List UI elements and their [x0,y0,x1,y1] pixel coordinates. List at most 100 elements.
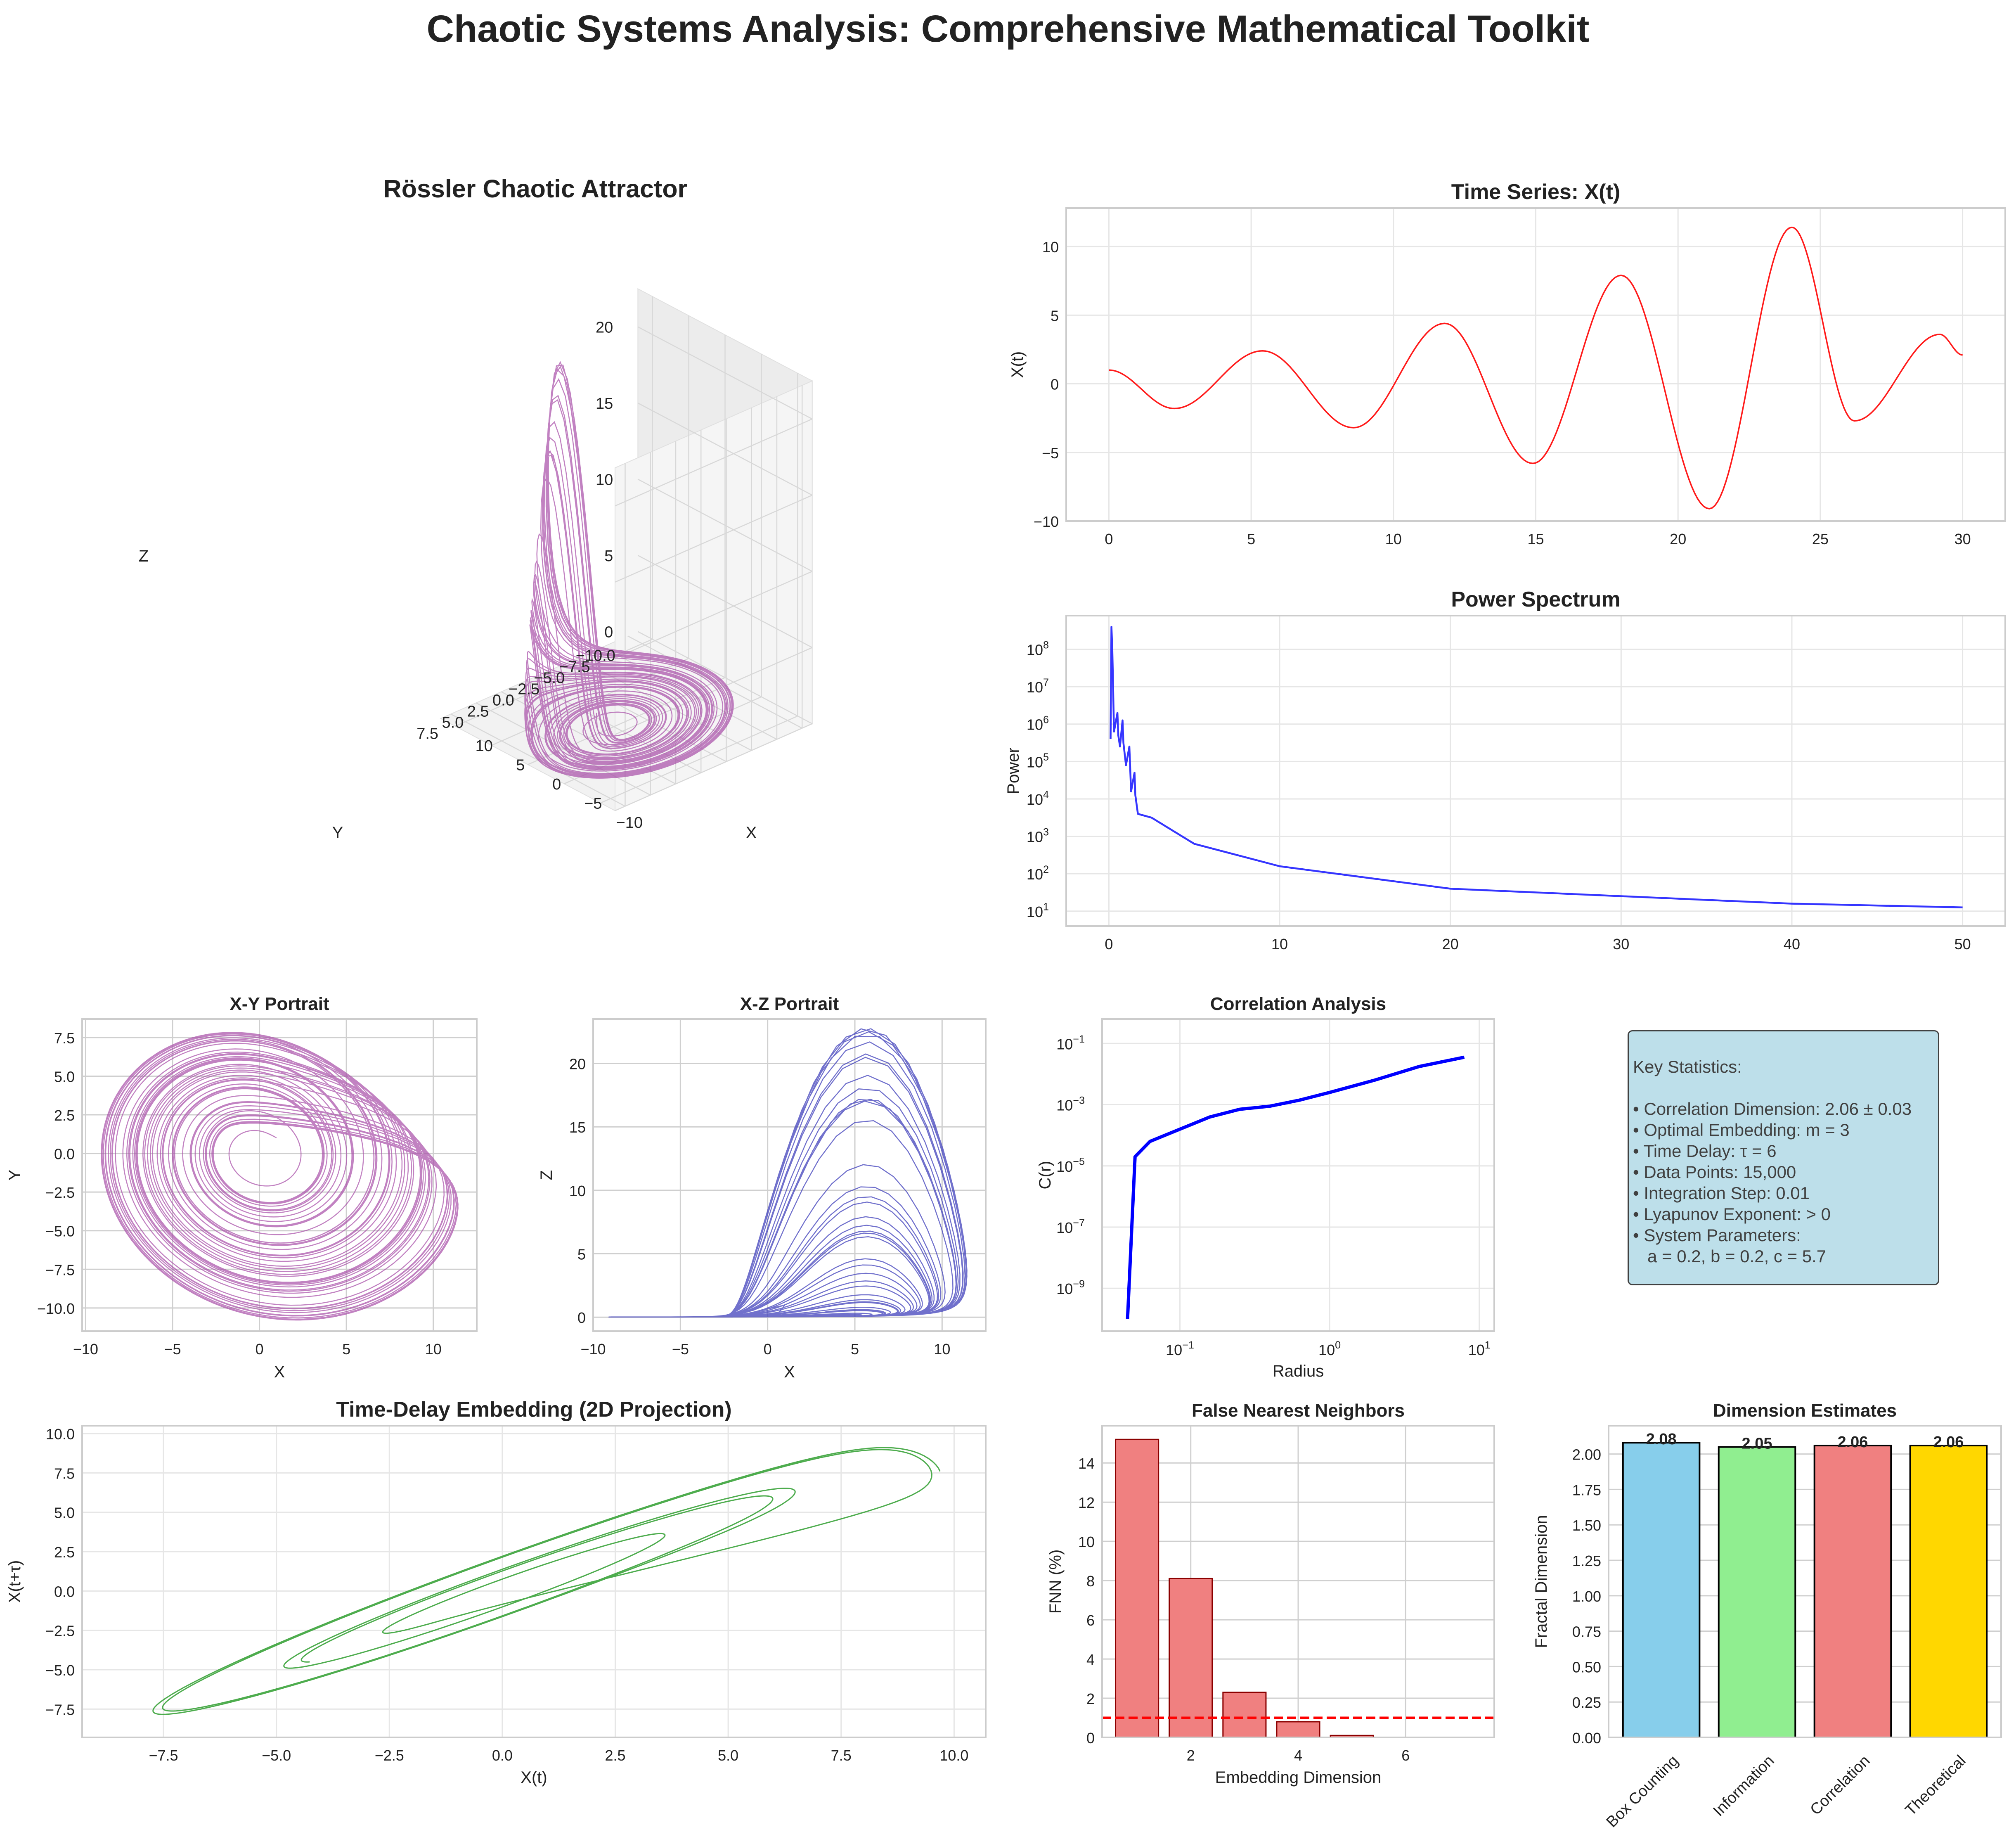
grid3d-z [615,571,813,659]
timeseries-line [1109,226,1963,510]
x-tick-label: 7.5 [831,1747,852,1764]
axes-frame [1065,207,2006,522]
y-tick-label: 2 [1086,1690,1095,1707]
x-tick-label: 2 [1187,1747,1195,1764]
y-tick-label: 102 [1027,864,1049,883]
y-tick-label: 5.0 [54,1505,75,1521]
y-tick-label: 1.50 [1572,1517,1601,1534]
y-axis-label: Power [1004,747,1022,794]
stats-line: • Integration Step: 0.01 [1633,1183,1810,1203]
y-tick-label: 15 [569,1119,586,1136]
axes-frame [81,1018,478,1332]
y-tick-label: 10−7 [1056,1217,1085,1236]
y-tick-label: −7.5 [559,658,590,675]
y-axis-label: X(t+τ) [6,1560,24,1603]
chart-title: False Nearest Neighbors [1192,1401,1405,1421]
y-tick-label: 0.75 [1572,1623,1601,1640]
y-tick-label: 0.0 [54,1583,75,1600]
y-tick-label: 2.00 [1572,1446,1601,1463]
bar-value-label: 2.06 [1933,1434,1964,1451]
chart-title: Time-Delay Embedding (2D Projection) [336,1398,731,1422]
y-tick-label: 5 [1051,307,1059,324]
y-tick-label: 0.0 [54,1146,75,1163]
y-axis-label: Fractal Dimension [1532,1515,1550,1648]
x-tick-label: 0 [552,776,561,793]
x-tick-label: 20 [1670,531,1686,547]
chart-title: Time Series: X(t) [1451,180,1620,204]
x-tick-label: −5 [164,1341,181,1358]
x-tick-label: 0 [764,1341,772,1358]
fnn-bar [1276,1721,1320,1738]
y-tick-label: −10 [1034,513,1059,530]
grid3d-z [637,479,813,572]
x-tick-label: 5 [516,756,525,774]
x-tick-label: −10 [580,1341,606,1358]
y-tick-label: 14 [1078,1455,1095,1472]
y-tick-label: 5.0 [54,1068,75,1085]
y-tick-label: 10 [1042,239,1059,256]
fnn-bar [1169,1578,1213,1738]
x-tick-label: 5.0 [718,1747,738,1764]
y-tick-label: 6 [1086,1612,1095,1629]
x-tick-label: 4 [1294,1747,1302,1764]
y-tick-label: −7.5 [45,1261,75,1278]
y-tick-label: 10 [1078,1533,1095,1550]
chart-title: X-Y Portrait [230,994,329,1014]
x-tick-label: 0.0 [492,1747,513,1764]
y-tick-label: 8 [1086,1573,1095,1590]
x-tick-label: 100 [1318,1339,1341,1358]
y-axis-label: C(r) [1036,1161,1054,1190]
stats-line: • System Parameters: [1633,1225,1801,1245]
x-tick-label: 6 [1401,1747,1410,1764]
x-tick-label: 30 [1613,936,1629,953]
y-axis-label: Y [6,1170,24,1181]
z-tick-label: 15 [596,395,613,412]
y-tick-label: 2.5 [467,703,489,720]
stats-line: • Correlation Dimension: 2.06 ± 0.03 [1633,1099,1912,1119]
plot-area [1102,1019,1494,1331]
x-tick-label: 25 [1812,531,1829,547]
fnn-bar [1222,1692,1267,1738]
xy-portrait-curve [101,1032,459,1321]
plot-area [1066,616,2005,926]
grid3d-x [455,639,653,727]
x-tick-label: 0 [256,1341,264,1358]
y-tick-label: 0.25 [1572,1694,1601,1711]
y-tick-label: 5 [577,1246,586,1263]
z-tick-label: 5 [604,547,613,565]
y-tick-label: −5.0 [534,669,565,687]
y-tick-label: 101 [1027,901,1049,920]
y-axis-label: Z [537,1170,556,1180]
y-tick-label: 10−1 [1056,1033,1085,1052]
x-tick-label: 5 [342,1341,350,1358]
z-axis-label: Z [139,547,149,565]
chart-title: Power Spectrum [1451,588,1620,611]
x-tick-label: 101 [1468,1339,1491,1358]
x-tick-label: −10 [73,1341,98,1358]
axes-frame [1065,615,2006,927]
x-tick-label: 40 [1784,936,1800,953]
y-tick-label: −10.0 [37,1300,75,1317]
dimension-bar [1622,1442,1701,1739]
y-tick-label: −2.5 [45,1623,75,1640]
attractor-3d-curve [524,361,734,779]
xz-portrait-curve [608,1028,968,1318]
y-tick-label: −5 [1042,445,1059,462]
grid3d-x [600,716,798,803]
y-tick-label: 1.00 [1572,1588,1601,1605]
y-tick-label: 104 [1027,789,1049,808]
grid3d-z [615,418,813,507]
grid3d-z [637,326,813,419]
y-tick-label: 106 [1027,714,1049,733]
x-tick-label: 0 [1105,531,1113,547]
stats-line: • Time Delay: τ = 6 [1633,1141,1777,1161]
y-tick-label: 7.5 [416,725,438,742]
y-tick-label: 7.5 [54,1465,75,1482]
x-tick-label: 50 [1954,936,1971,953]
x-tick-label: 10 [476,737,493,755]
chart-title: Dimension Estimates [1713,1401,1897,1421]
x-tick-label: 5 [1247,531,1255,547]
y-tick-label: 0.00 [1572,1730,1601,1747]
dimension-bar [1909,1445,1988,1738]
